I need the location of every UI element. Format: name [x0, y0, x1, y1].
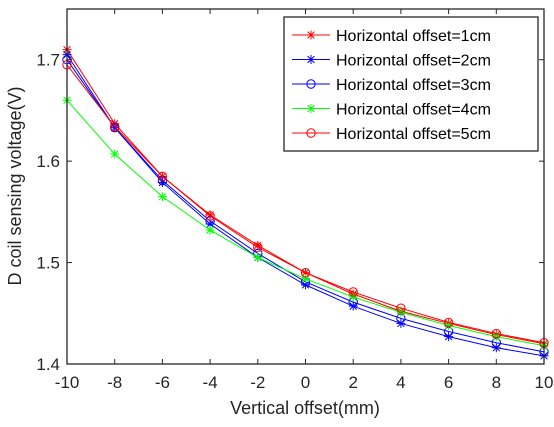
x-tick-label: 4	[396, 373, 405, 392]
legend-label: Horizontal offset=5cm	[336, 126, 491, 143]
data-point-s2-9	[444, 332, 454, 342]
legend-marker	[306, 104, 316, 113]
legend-item: Horizontal offset=3cm	[292, 77, 491, 94]
legend-label: Horizontal offset=1cm	[336, 28, 491, 45]
x-tick-label: -2	[250, 373, 265, 392]
data-point-s2-3	[157, 177, 167, 187]
data-point-s4-4	[205, 225, 215, 235]
data-point-s4-10	[491, 332, 501, 342]
legend-marker	[306, 79, 316, 89]
data-point-s4-6	[301, 274, 310, 284]
legend-item: Horizontal offset=5cm	[292, 126, 491, 143]
axes-layer: -10 -8 -6 -4 -2 0 2 4 6 8 10 1.4 1.5 1.6 1.7	[36, 8, 554, 392]
data-point-s1-4	[205, 210, 215, 220]
data-point-s3-4	[205, 216, 215, 226]
series-5	[62, 60, 549, 348]
data-point-s2-4	[205, 219, 215, 229]
legend: Horizontal offset=1cm Horizontal offset=2…	[283, 16, 539, 152]
data-point-s5-2	[110, 121, 120, 132]
x-tick-label: -6	[155, 373, 170, 392]
legend-item: Horizontal offset=4cm	[292, 102, 491, 119]
y-tick-label: 1.6	[36, 152, 60, 171]
y-axis-title: D coil sensing voltage(V)	[5, 86, 25, 285]
data-point-s5-3	[157, 171, 168, 182]
data-point-s1-5	[253, 240, 263, 250]
y-tick-label: 1.7	[36, 51, 60, 70]
data-point-s5-5	[253, 242, 263, 253]
x-tick-label: 8	[492, 373, 501, 392]
x-tick-label: -8	[107, 373, 122, 392]
data-point-s2-6	[301, 280, 310, 290]
legend-marker	[306, 30, 316, 40]
data-point-s2-10	[491, 343, 501, 353]
data-point-s2-8	[396, 318, 406, 328]
data-point-s5-6	[300, 268, 311, 278]
legend-label: Horizontal offset=3cm	[336, 77, 491, 94]
data-point-s5-8	[396, 303, 406, 313]
series-layer	[62, 45, 549, 361]
data-point-s5-4	[205, 211, 215, 221]
x-tick-label: 6	[444, 373, 453, 392]
x-axis-title: Vertical offset(mm)	[230, 398, 380, 418]
data-point-s5-10	[491, 328, 501, 339]
data-point-s4-7	[348, 292, 358, 302]
data-point-s5-7	[348, 287, 358, 297]
legend-label: Horizontal offset=4cm	[336, 102, 491, 119]
data-point-s4-9	[444, 320, 454, 330]
legend-item: Horizontal offset=2cm	[292, 53, 491, 70]
y-tick-label: 1.5	[36, 254, 60, 273]
data-point-s4-3	[157, 192, 167, 202]
data-point-s5-9	[443, 317, 454, 328]
x-tick-label: 10	[535, 373, 554, 392]
x-tick-label: -10	[55, 373, 80, 392]
legend-label: Horizontal offset=2cm	[336, 53, 491, 70]
series-line-5	[66, 64, 545, 344]
legend-marker	[306, 128, 316, 138]
data-point-s4-2	[110, 149, 120, 159]
x-tick-label: -4	[203, 373, 218, 392]
x-tick-label: 0	[301, 373, 310, 392]
data-point-s4-5	[253, 253, 263, 262]
legend-item: Horizontal offset=1cm	[292, 28, 491, 45]
y-tick-label: 1.4	[36, 355, 60, 374]
x-tick-label: 2	[348, 373, 357, 392]
legend-marker	[306, 55, 316, 64]
